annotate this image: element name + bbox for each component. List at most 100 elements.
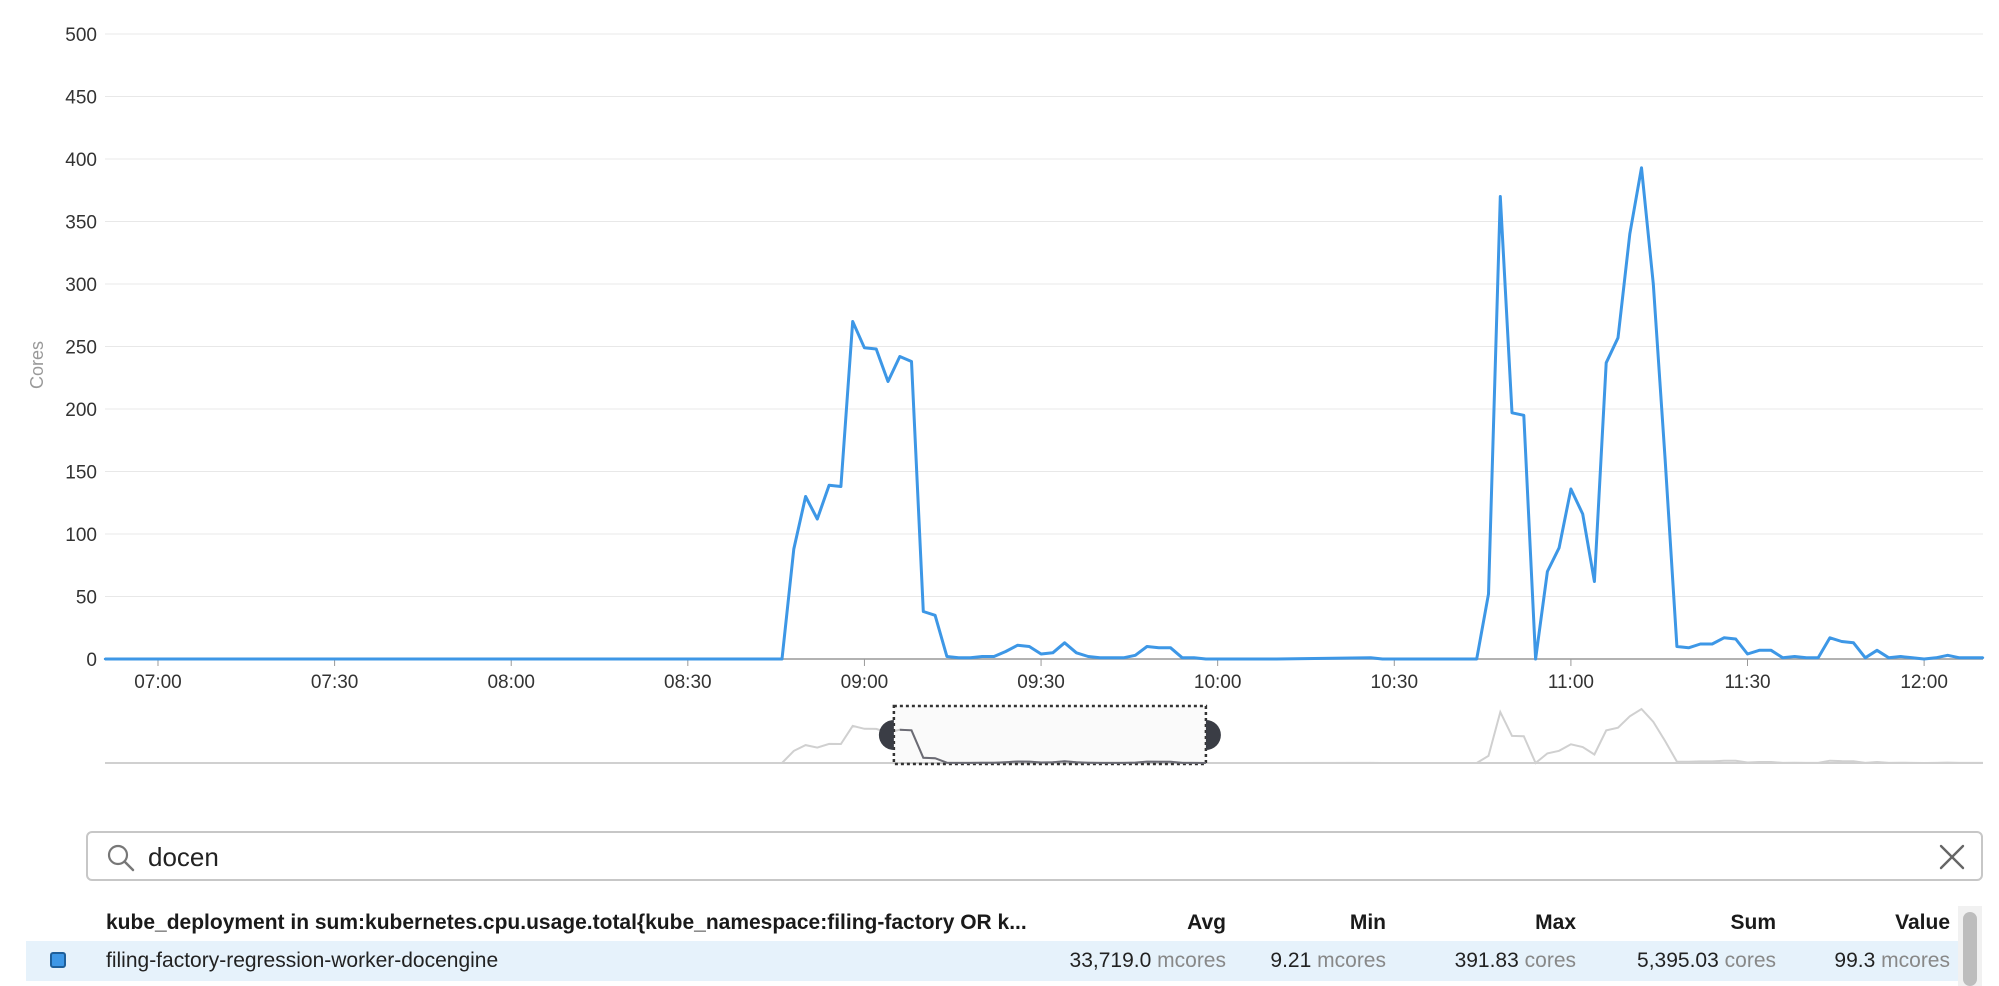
data-point [1487, 592, 1490, 596]
data-point [1557, 546, 1561, 549]
data-point [1699, 642, 1702, 646]
data-point [875, 347, 878, 351]
y-tick-label: 100 [65, 525, 97, 546]
data-point [1522, 414, 1526, 417]
data-point [1605, 361, 1608, 364]
data-point [1899, 655, 1902, 658]
sum-value: 5,395.03 cores [1637, 949, 1776, 972]
data-point [1216, 657, 1219, 661]
data-point [1369, 656, 1372, 659]
search-input[interactable] [148, 839, 1908, 875]
legend-header-value[interactable]: Value [1895, 911, 1950, 934]
data-point [1687, 646, 1690, 649]
data-point [886, 380, 890, 383]
data-point [1934, 656, 1938, 659]
series-line[interactable] [105, 166, 1983, 661]
data-point [839, 485, 843, 488]
data-point [1075, 651, 1078, 654]
search-bar[interactable] [86, 831, 1983, 881]
data-point [1816, 656, 1820, 659]
data-point [1181, 656, 1184, 659]
x-tick-label: 08:30 [664, 672, 712, 693]
y-tick-label: 350 [65, 213, 97, 234]
navigator-window-series [899, 728, 1206, 764]
data-point [1157, 646, 1160, 649]
data-point [992, 655, 996, 658]
data-point [1039, 652, 1043, 656]
navigator-window[interactable] [892, 704, 1208, 766]
series-color-swatch[interactable] [50, 952, 66, 968]
data-point [816, 517, 819, 521]
data-point [1864, 656, 1867, 659]
gridlines [105, 33, 1983, 660]
data-point [933, 614, 937, 617]
data-point [1510, 411, 1514, 414]
data-point [957, 656, 960, 659]
data-point [1381, 657, 1384, 661]
data-point [1028, 645, 1031, 648]
range-navigator[interactable] [105, 704, 1983, 766]
x-tick-label: 11:00 [1548, 672, 1594, 693]
data-point [1110, 656, 1113, 659]
data-point [1192, 656, 1196, 659]
legend-row[interactable]: filing-factory-regression-worker-docengi… [26, 941, 1964, 981]
legend-header-max[interactable]: Max [1535, 911, 1576, 934]
data-point [1805, 656, 1808, 659]
data-point [1652, 282, 1655, 286]
y-axis: 0 50 100 150 200 250 300 350 400 450 500 [65, 25, 97, 671]
x-tick-label: 08:00 [487, 672, 535, 693]
y-tick-label: 450 [65, 88, 97, 109]
data-point [1875, 649, 1879, 652]
y-tick-label: 50 [76, 588, 97, 609]
close-icon[interactable] [1937, 842, 1967, 872]
data-point [1616, 336, 1620, 339]
x-axis: 07:00 07:30 08:00 08:30 09:00 09:30 10:00 10:30… [134, 659, 1948, 693]
navigator-right-handle[interactable] [1205, 720, 1221, 750]
data-point [1463, 657, 1467, 661]
legend-header-avg[interactable]: Avg [1187, 911, 1226, 934]
y-tick-label: 500 [65, 25, 97, 46]
data-point [1134, 654, 1137, 657]
data-point [863, 346, 866, 349]
x-tick-label: 07:30 [311, 672, 359, 693]
data-point [1086, 655, 1090, 658]
max-value: 391.83 cores [1454, 949, 1576, 972]
data-point [1499, 195, 1502, 198]
data-point [792, 547, 795, 551]
data-point [1569, 487, 1573, 491]
data-point [1051, 651, 1055, 654]
data-point [1004, 650, 1007, 653]
data-point [910, 360, 913, 363]
data-point [1546, 570, 1549, 573]
data-point [1946, 654, 1949, 657]
search-icon [107, 844, 135, 872]
x-tick-label: 07:00 [134, 672, 182, 693]
data-point [1593, 580, 1596, 583]
data-point [1769, 649, 1773, 652]
data-point [1663, 457, 1667, 461]
data-point [1169, 646, 1172, 649]
data-point [1734, 637, 1737, 641]
legend-header-min[interactable]: Min [1349, 911, 1386, 934]
data-point [1122, 656, 1125, 659]
data-point [1016, 644, 1019, 647]
x-tick-label: 10:30 [1371, 672, 1419, 693]
navigator-left-handle[interactable] [878, 720, 894, 750]
data-point [1628, 232, 1631, 236]
y-tick-label: 400 [65, 150, 97, 171]
y-axis-label: Cores [27, 341, 47, 389]
data-point [1828, 636, 1832, 639]
data-point [1710, 642, 1714, 646]
x-tick-label: 11:30 [1724, 672, 1770, 693]
data-point [851, 320, 854, 323]
legend-header-name[interactable]: kube_deployment in sum:kubernetes.cpu.us… [106, 911, 1027, 934]
x-tick-label: 09:00 [841, 672, 889, 693]
y-tick-label: 250 [65, 338, 97, 359]
series-layer [103, 166, 1985, 661]
legend-scrollbar-thumb[interactable] [1963, 912, 1977, 986]
data-point [1581, 512, 1584, 516]
data-point [1922, 657, 1926, 661]
data-point [1063, 641, 1066, 644]
legend-header-sum[interactable]: Sum [1730, 911, 1776, 934]
data-point [827, 484, 831, 487]
